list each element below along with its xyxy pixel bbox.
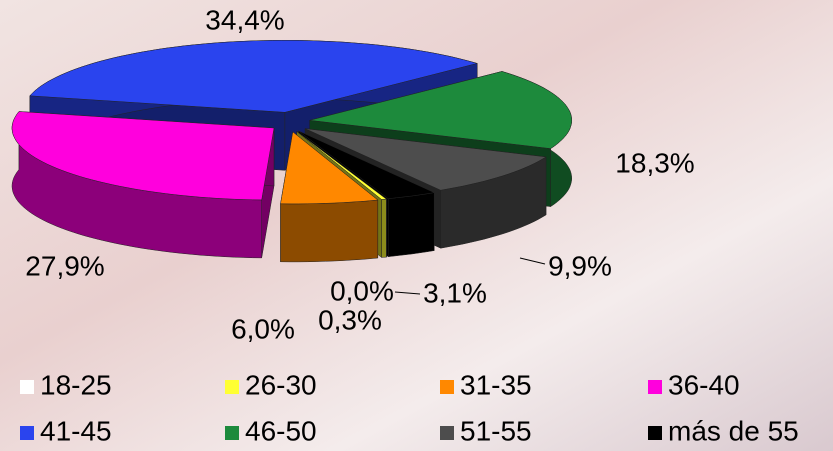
slice-top [296, 131, 387, 200]
slice-wall [387, 192, 435, 257]
slice-top [280, 131, 379, 205]
legend-swatch [440, 380, 454, 394]
slice-wall [381, 198, 387, 258]
slice-top [11, 111, 275, 201]
data-label: 0,0% [330, 275, 394, 306]
legend-label: 26-30 [245, 369, 317, 400]
legend-label: 51-55 [460, 415, 532, 446]
slice-wall [280, 199, 379, 263]
data-label: 9,9% [548, 250, 612, 281]
data-label: 18,3% [615, 147, 694, 178]
slice-top [298, 130, 436, 199]
legend-swatch [20, 426, 34, 440]
legend-label: 41-45 [40, 415, 112, 446]
legend-swatch [225, 426, 239, 440]
leader-line [519, 257, 546, 265]
data-label: 3,1% [423, 277, 487, 308]
slice-top [304, 128, 547, 191]
data-label: 0,3% [318, 304, 382, 335]
legend-swatch [648, 380, 662, 394]
legend-swatch [440, 426, 454, 440]
data-label: 34,4% [205, 4, 284, 35]
legend-swatch [648, 426, 662, 440]
legend-label: 18-25 [40, 369, 112, 400]
legend-label: más de 55 [668, 415, 799, 446]
slice-top [29, 40, 479, 113]
slice-top [309, 71, 572, 149]
data-label: 27,9% [25, 250, 104, 281]
legend-label: 31-35 [460, 369, 532, 400]
legend-label: 46-50 [245, 415, 317, 446]
legend-swatch [20, 380, 34, 394]
leader-line [394, 291, 421, 295]
legend-label: 36-40 [668, 369, 740, 400]
pie-slice [11, 110, 275, 259]
pie-slice [280, 131, 379, 263]
legend-swatch [225, 380, 239, 394]
data-label: 6,0% [231, 313, 295, 344]
